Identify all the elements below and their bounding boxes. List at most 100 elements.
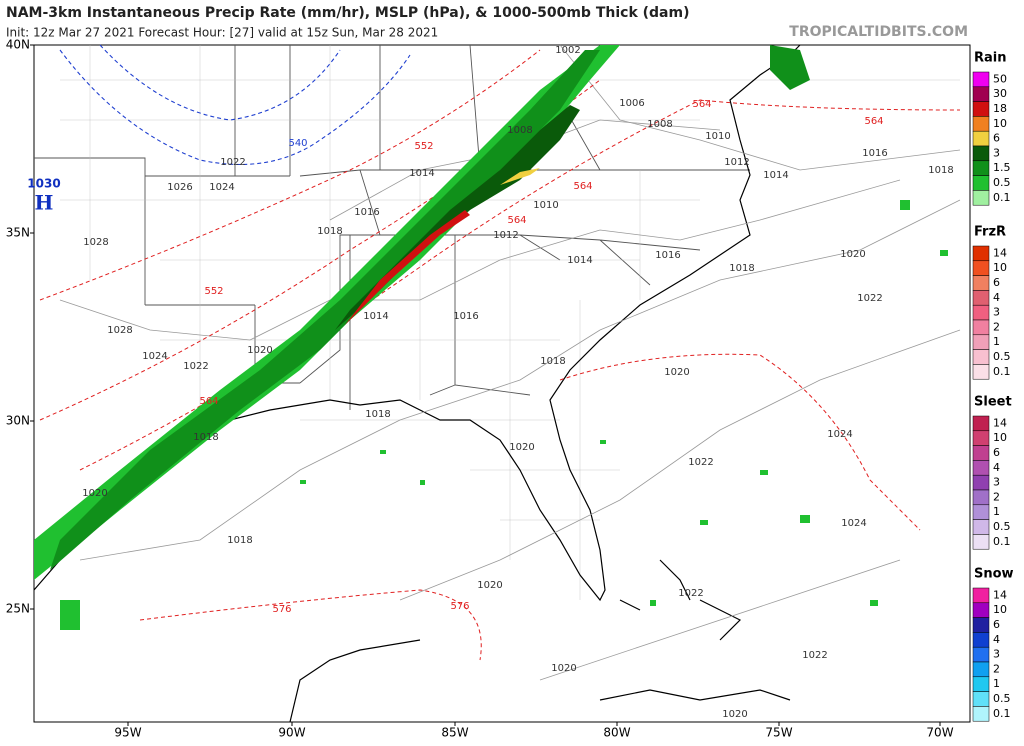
legend-swatch [972, 617, 990, 633]
isobar-label: 1020 [840, 249, 865, 260]
lon-label: 75W [765, 726, 792, 740]
legend-swatch [972, 160, 990, 176]
legend-label: 14 [993, 588, 1007, 601]
isobar-label: 1002 [555, 45, 580, 56]
legend-swatch [972, 632, 990, 648]
legend-label: 1 [993, 677, 1000, 690]
legend-swatch [972, 706, 990, 722]
legend-swatch [972, 86, 990, 102]
legend-title: Sleet [974, 395, 1012, 410]
isobar-label: 1028 [83, 237, 108, 248]
lat-label: 25N [6, 602, 30, 616]
lon-label: 80W [603, 726, 630, 740]
lat-label: 35N [6, 226, 30, 240]
legend-swatch [972, 304, 990, 321]
isobar-label: 1020 [509, 442, 534, 453]
isobar-label: 1024 [827, 429, 852, 440]
legend-label: 2 [993, 490, 1000, 503]
legend-label: 1 [993, 335, 1000, 348]
legend-label: 3 [993, 648, 1000, 661]
lon-label: 90W [278, 726, 305, 740]
legend-label: 0.5 [993, 350, 1011, 363]
isobar-label: 1026 [167, 182, 192, 193]
legend-label: 0.1 [993, 707, 1011, 720]
isobar-label: 1016 [354, 207, 379, 218]
lon-label: 85W [441, 726, 468, 740]
legend-label: 0.1 [993, 535, 1011, 548]
watermark: TROPICALTIDBITS.COM [789, 24, 968, 40]
legend-swatch [972, 364, 990, 380]
legend-label: 14 [993, 246, 1007, 259]
isobar-label: 1020 [82, 488, 107, 499]
legend-label: 10 [993, 117, 1007, 130]
legend-label: 50 [993, 72, 1007, 85]
isobar-label: 1018 [193, 432, 218, 443]
legend-swatch [972, 602, 990, 618]
legend-swatch [972, 534, 990, 550]
legend-swatch [972, 489, 990, 506]
legend-swatch [972, 190, 990, 206]
isobar-label: 1024 [841, 518, 866, 529]
legend-swatch [972, 445, 990, 461]
legend-label: 10 [993, 603, 1007, 616]
legend-label: 3 [993, 146, 1000, 159]
isobar-label: 1022 [688, 457, 713, 468]
legend-label: 2 [993, 662, 1000, 675]
isobar-label: 1022 [183, 361, 208, 372]
legend-title: Snow [974, 567, 1014, 582]
legend-label: 18 [993, 102, 1007, 115]
isobar-label: 1012 [493, 230, 518, 241]
isobar-label: 1022 [220, 157, 245, 168]
legend-swatch [972, 676, 990, 692]
isobar-label: 1020 [664, 367, 689, 378]
legend-label: 1 [993, 505, 1000, 518]
isobar-label: 1018 [317, 226, 342, 237]
isobar-label: 1022 [678, 588, 703, 599]
thickness-label: 564 [199, 396, 218, 407]
legend-label: 6 [993, 446, 1000, 459]
isobar-label: 1010 [533, 200, 558, 211]
legend-swatch [972, 587, 990, 604]
thickness-label: 552 [414, 141, 433, 152]
isobar-label: 1014 [363, 311, 388, 322]
legend-label: 10 [993, 431, 1007, 444]
lat-label: 40N [6, 38, 30, 52]
legend-label: 2 [993, 320, 1000, 333]
thickness-label: 564 [573, 181, 592, 192]
isobar-label: 1006 [619, 98, 644, 109]
legend-label: 3 [993, 476, 1000, 489]
legend-label: 14 [993, 416, 1007, 429]
lon-label: 95W [114, 726, 141, 740]
isobar-label: 1014 [763, 170, 788, 181]
thickness-label: 564 [692, 99, 711, 110]
subtitle: Init: 12z Mar 27 2021 Forecast Hour: [27… [6, 26, 438, 40]
isobar-label: 1024 [142, 351, 167, 362]
legend-title: FrzR [974, 225, 1006, 240]
precip [34, 45, 948, 630]
legend-label: 4 [993, 461, 1000, 474]
legend-swatch [972, 101, 990, 117]
isobar-label: 1022 [857, 293, 882, 304]
isobar-label: 1018 [928, 165, 953, 176]
title: NAM-3km Instantaneous Precip Rate (mm/hr… [6, 5, 689, 21]
legend-swatch [972, 430, 990, 446]
legend-swatch [972, 474, 990, 491]
legend-label: 4 [993, 291, 1000, 304]
high-value: 1030 [27, 177, 60, 191]
legend-label: 1.5 [993, 161, 1011, 174]
isobar-label: 1014 [567, 255, 592, 266]
lon-label: 70W [926, 726, 953, 740]
isobar-label: 1016 [453, 311, 478, 322]
isobar-label: 1020 [247, 345, 272, 356]
legend-swatch [972, 275, 990, 291]
legend-swatch [972, 460, 990, 476]
legend-label: 10 [993, 261, 1007, 274]
legend-label: 0.1 [993, 365, 1011, 378]
legend-title: Rain [974, 51, 1007, 66]
isobar-label: 1024 [209, 182, 234, 193]
legend-swatch [972, 290, 990, 306]
thickness-warm [39, 49, 961, 661]
isobar-label: 1012 [724, 157, 749, 168]
thickness-cold [59, 44, 411, 165]
